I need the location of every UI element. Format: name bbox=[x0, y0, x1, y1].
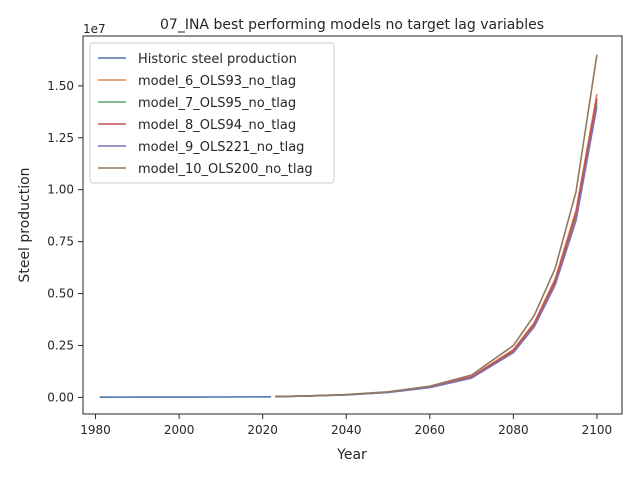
x-tick-label: 1980 bbox=[80, 423, 111, 437]
legend-label: model_10_OLS200_no_tlag bbox=[138, 162, 313, 177]
legend-label: model_6_OLS93_no_tlag bbox=[138, 74, 296, 89]
y-tick-label: 1.50 bbox=[47, 79, 74, 93]
y-tick-label: 0.50 bbox=[47, 287, 74, 301]
y-offset-label: 1e7 bbox=[83, 22, 106, 36]
y-tick-label: 0.25 bbox=[47, 338, 74, 352]
series-line-5 bbox=[275, 54, 598, 398]
x-tick-label: 2040 bbox=[331, 423, 362, 437]
series-group bbox=[99, 54, 598, 399]
plot-frame bbox=[82, 35, 623, 415]
y-tick-label: 0.75 bbox=[47, 235, 74, 249]
y-tick-label: 0.00 bbox=[47, 390, 74, 404]
legend-label: Historic steel production bbox=[138, 52, 297, 67]
legend-label: model_8_OLS94_no_tlag bbox=[138, 118, 296, 133]
x-tick-label: 2020 bbox=[247, 423, 278, 437]
x-axis-label: Year bbox=[336, 447, 367, 463]
y-axis: 0.00 0.25 0.50 0.75 1.00 1.25 1.50 bbox=[47, 79, 83, 404]
legend-label: model_9_OLS221_no_tlag bbox=[138, 140, 304, 155]
chart-title: 07_INA best performing models no target … bbox=[160, 17, 544, 33]
y-tick-label: 1.25 bbox=[47, 131, 74, 145]
y-tick-label: 1.00 bbox=[47, 183, 74, 197]
legend: Historic steel production model_6_OLS93_n… bbox=[89, 42, 335, 184]
plot-area bbox=[82, 35, 623, 415]
x-tick-label: 2100 bbox=[582, 423, 613, 437]
x-tick-label: 2060 bbox=[415, 423, 446, 437]
x-tick-label: 2080 bbox=[498, 423, 529, 437]
legend-box bbox=[89, 42, 335, 184]
x-tick-label: 2000 bbox=[164, 423, 195, 437]
y-axis-label: Steel production bbox=[17, 167, 33, 282]
x-axis: 1980 2000 2020 2040 2060 2080 2100 bbox=[80, 414, 612, 437]
legend-label: model_7_OLS95_no_tlag bbox=[138, 96, 296, 111]
